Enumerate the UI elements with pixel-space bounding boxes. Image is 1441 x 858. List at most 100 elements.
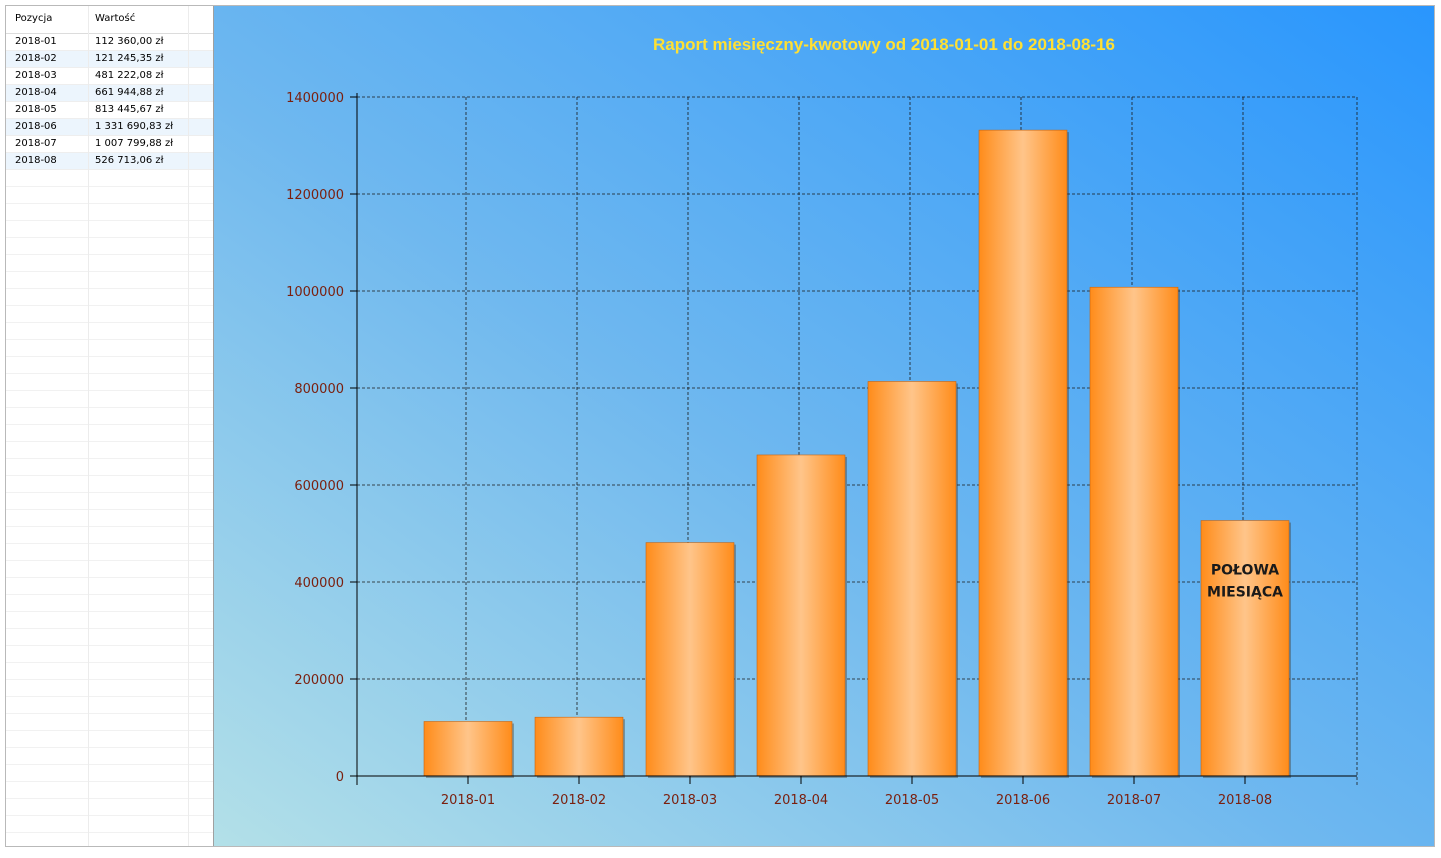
empty-row <box>6 340 213 357</box>
y-tick-label: 800000 <box>294 382 344 397</box>
bar-annotation: MIESIĄCA <box>1207 585 1283 601</box>
empty-row <box>6 629 213 646</box>
y-tick-label: 1400000 <box>286 91 344 106</box>
bar-2018-07 <box>1089 286 1179 777</box>
y-tick-label: 600000 <box>294 479 344 494</box>
cell-wartosc: 121 245,35 zł <box>95 53 164 64</box>
empty-row <box>6 833 213 846</box>
grid-column-separator <box>188 6 189 846</box>
empty-row <box>6 612 213 629</box>
cell-pozycja: 2018-07 <box>15 138 57 149</box>
table-row[interactable]: 2018-03 481 222,08 zł <box>6 68 213 85</box>
bar-2018-06 <box>978 129 1068 777</box>
empty-row <box>6 748 213 765</box>
empty-row <box>6 204 213 221</box>
cell-pozycja: 2018-06 <box>15 121 57 132</box>
x-tick-label: 2018-03 <box>663 793 717 808</box>
empty-row <box>6 357 213 374</box>
table-row[interactable]: 2018-07 1 007 799,88 zł <box>6 136 213 153</box>
empty-row <box>6 323 213 340</box>
empty-row <box>6 170 213 187</box>
empty-row <box>6 816 213 833</box>
chart-title: Raport miesięczny-kwotowy od 2018-01-01 … <box>653 35 1115 54</box>
x-tick-label: 2018-06 <box>996 793 1050 808</box>
empty-row <box>6 374 213 391</box>
x-tick-label: 2018-01 <box>441 793 495 808</box>
empty-row <box>6 646 213 663</box>
empty-row <box>6 765 213 782</box>
empty-row <box>6 578 213 595</box>
chart-panel: Raport miesięczny-kwotowy od 2018-01-01 … <box>214 6 1434 846</box>
empty-row <box>6 731 213 748</box>
bar-2018-02 <box>534 716 624 777</box>
cell-pozycja: 2018-02 <box>15 53 57 64</box>
y-tick-label: 0 <box>336 770 344 785</box>
bar-chart: Raport miesięczny-kwotowy od 2018-01-01 … <box>286 35 1358 808</box>
cell-pozycja: 2018-03 <box>15 70 57 81</box>
empty-row <box>6 561 213 578</box>
table-row[interactable]: 2018-02 121 245,35 zł <box>6 51 213 68</box>
bar-2018-05 <box>867 381 957 777</box>
cell-wartosc: 1 007 799,88 zł <box>95 138 174 149</box>
empty-row <box>6 782 213 799</box>
empty-row <box>6 459 213 476</box>
x-tick-label: 2018-07 <box>1107 793 1161 808</box>
cell-pozycja: 2018-01 <box>15 36 57 47</box>
y-tick-label: 200000 <box>294 673 344 688</box>
y-tick-label: 400000 <box>294 576 344 591</box>
bar-2018-01 <box>423 721 513 777</box>
empty-row <box>6 527 213 544</box>
empty-row <box>6 187 213 204</box>
table-row[interactable]: 2018-05 813 445,67 zł <box>6 102 213 119</box>
bar-annotation: POŁOWA <box>1211 563 1279 579</box>
empty-row <box>6 595 213 612</box>
empty-row <box>6 408 213 425</box>
x-tick-label: 2018-08 <box>1218 793 1272 808</box>
empty-row <box>6 544 213 561</box>
empty-row <box>6 238 213 255</box>
table-row[interactable]: 2018-04 661 944,88 zł <box>6 85 213 102</box>
column-header-wartosc[interactable]: Wartość <box>95 13 136 24</box>
y-tick-label: 1200000 <box>286 188 344 203</box>
empty-row <box>6 697 213 714</box>
empty-row <box>6 425 213 442</box>
empty-row <box>6 221 213 238</box>
x-tick-label: 2018-05 <box>885 793 939 808</box>
empty-row <box>6 510 213 527</box>
empty-row <box>6 799 213 816</box>
empty-row <box>6 289 213 306</box>
data-grid[interactable]: Pozycja Wartość 2018-01 112 360,00 zł 2018… <box>6 6 214 846</box>
table-row[interactable]: 2018-06 1 331 690,83 zł <box>6 119 213 136</box>
grid-column-separator <box>88 6 89 846</box>
grid-header: Pozycja Wartość <box>6 6 213 34</box>
cell-wartosc: 661 944,88 zł <box>95 87 164 98</box>
column-header-pozycja[interactable]: Pozycja <box>15 13 53 24</box>
y-tick-label: 1000000 <box>286 285 344 300</box>
empty-row <box>6 306 213 323</box>
cell-pozycja: 2018-08 <box>15 155 57 166</box>
x-tick-label: 2018-04 <box>774 793 828 808</box>
empty-row <box>6 255 213 272</box>
cell-wartosc: 112 360,00 zł <box>95 36 164 47</box>
empty-row <box>6 442 213 459</box>
table-row[interactable]: 2018-08 526 713,06 zł <box>6 153 213 170</box>
cell-pozycja: 2018-05 <box>15 104 57 115</box>
cell-wartosc: 1 331 690,83 zł <box>95 121 174 132</box>
empty-row <box>6 391 213 408</box>
empty-row <box>6 680 213 697</box>
empty-row <box>6 476 213 493</box>
bar-2018-04 <box>756 454 846 777</box>
cell-wartosc: 526 713,06 zł <box>95 155 164 166</box>
cell-wartosc: 813 445,67 zł <box>95 104 164 115</box>
cell-wartosc: 481 222,08 zł <box>95 70 164 81</box>
empty-row <box>6 714 213 731</box>
report-window: Pozycja Wartość 2018-01 112 360,00 zł 2018… <box>5 5 1435 847</box>
bar-2018-03 <box>645 542 735 777</box>
x-tick-label: 2018-02 <box>552 793 606 808</box>
empty-row <box>6 493 213 510</box>
table-row[interactable]: 2018-01 112 360,00 zł <box>6 34 213 51</box>
empty-row <box>6 663 213 680</box>
empty-row <box>6 272 213 289</box>
bar-2018-08 <box>1200 520 1290 777</box>
cell-pozycja: 2018-04 <box>15 87 57 98</box>
